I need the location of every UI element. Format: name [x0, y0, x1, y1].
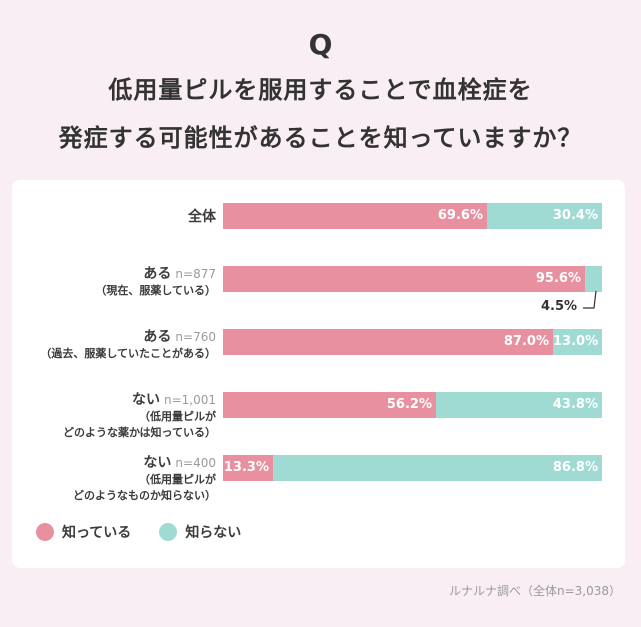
chart-card: [12, 180, 625, 568]
bar-segment-know: 95.6%: [223, 266, 585, 292]
category-sub: （現在、服薬している）: [95, 284, 216, 297]
legend: 知っている 知らない: [36, 522, 269, 542]
category-n: n=1,001: [163, 393, 216, 407]
category-main: ない: [143, 455, 172, 471]
category-main-line: ない n=400: [73, 452, 216, 472]
bar-segment-dont: 30.4%: [487, 203, 602, 229]
bar-segment-dont: 13.0%: [553, 329, 602, 355]
category-label: ある n=760 （過去、服薬していたことがある）: [40, 326, 216, 362]
category-main: ある: [143, 329, 172, 345]
bar-segment-dont: [585, 266, 602, 292]
category-main-line: ある n=877: [95, 263, 216, 283]
category-sub: （過去、服薬していたことがある）: [40, 347, 216, 360]
legend-swatch-dont: [159, 523, 178, 541]
legend-label-dont: 知らない: [185, 525, 242, 541]
category-n: n=400: [175, 456, 216, 470]
category-label: 全体: [188, 206, 216, 226]
title-line-2: 発症する可能性があることを知っていますか？: [58, 124, 583, 152]
bar-segment-dont: 86.8%: [273, 455, 602, 481]
title-line-1: 低用量ピルを服用することで血栓症を: [108, 76, 533, 104]
category-main-line: 全体: [188, 206, 216, 226]
category-sub: （低用量ピルが どのようなものか知らない）: [73, 473, 216, 502]
bar-segment-know: 56.2%: [223, 392, 436, 418]
bar-segment-know: 87.0%: [223, 329, 553, 355]
category-main: ある: [143, 266, 172, 282]
chart-title: 低用量ピルを服用することで血栓症を 発症する可能性があることを知っていますか？: [0, 66, 641, 162]
source-note: ルナルナ調べ（全体n=3,038）: [448, 584, 621, 598]
legend-label-know: 知っている: [62, 525, 132, 541]
legend-item-know: 知っている: [36, 522, 131, 542]
q-mark: Q: [308, 28, 333, 61]
category-main: 全体: [188, 209, 216, 225]
bar-segment-dont: 43.8%: [436, 392, 602, 418]
category-n: n=760: [175, 330, 216, 344]
category-main-line: ある n=760: [40, 326, 216, 346]
category-label: ない n=400 （低用量ピルが どのようなものか知らない）: [73, 452, 216, 504]
category-main: ない: [131, 392, 160, 408]
category-label: ある n=877 （現在、服薬している）: [95, 263, 216, 299]
legend-swatch-know: [36, 523, 54, 541]
bar-segment-know: 13.3%: [223, 455, 273, 481]
category-label: ない n=1,001 （低用量ピルが どのような薬かは知っている）: [63, 389, 216, 441]
category-main-line: ない n=1,001: [63, 389, 216, 409]
category-sub: （低用量ピルが どのような薬かは知っている）: [62, 410, 216, 439]
category-n: n=877: [175, 267, 216, 281]
legend-item-dont: 知らない: [159, 522, 241, 542]
bar-segment-know: 69.6%: [223, 203, 487, 229]
callout-label-4-5: 4.5%: [541, 299, 578, 314]
